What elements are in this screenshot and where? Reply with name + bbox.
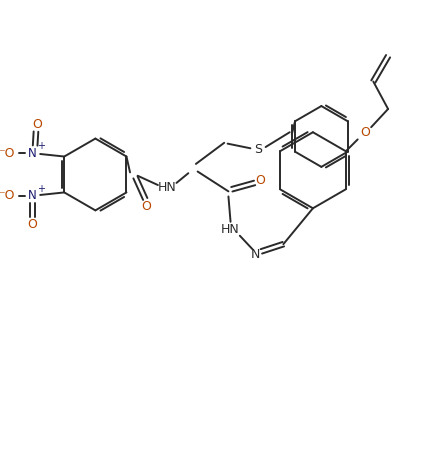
Text: +: + bbox=[36, 141, 45, 151]
Text: O: O bbox=[360, 126, 370, 139]
Text: ⁻O: ⁻O bbox=[0, 189, 15, 202]
Text: O: O bbox=[28, 218, 38, 231]
Text: HN: HN bbox=[158, 181, 177, 194]
Text: ⁻O: ⁻O bbox=[0, 147, 15, 160]
Text: O: O bbox=[33, 118, 43, 131]
Text: O: O bbox=[141, 200, 151, 213]
Text: HN: HN bbox=[221, 223, 240, 236]
Text: N: N bbox=[28, 189, 37, 202]
Text: O: O bbox=[255, 174, 265, 188]
Text: N: N bbox=[251, 248, 260, 261]
Text: N: N bbox=[28, 147, 37, 160]
Text: +: + bbox=[36, 184, 45, 194]
Text: S: S bbox=[254, 143, 262, 156]
